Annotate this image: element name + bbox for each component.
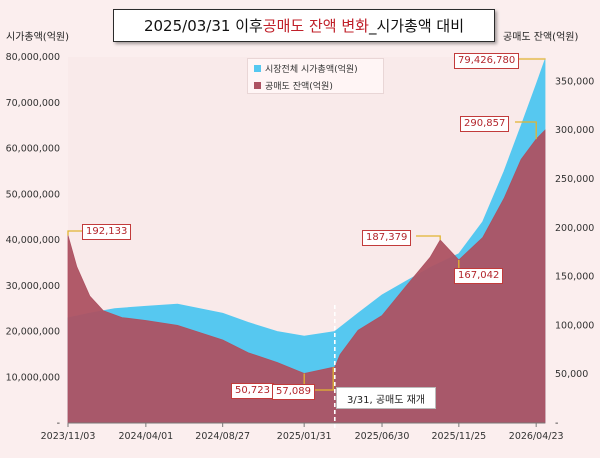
legend-label-market-cap: 시장전체 시가총액(억원) <box>265 65 358 75</box>
right-tick-label: 300,000 <box>555 125 594 136</box>
right-tick-label: - <box>555 418 558 429</box>
callout-187379: 187,379 <box>362 230 412 246</box>
chart-title: 2025/03/31 이후 공매도 잔액 변화 _시가총액 대비 <box>113 9 495 42</box>
callout-leader-line <box>314 367 334 391</box>
callout-leader-line <box>67 230 82 236</box>
right-tick-label: 50,000 <box>555 369 588 380</box>
title-suffix: _시가총액 대비 <box>368 17 465 35</box>
callout-192133: 192,133 <box>82 224 132 240</box>
event-note: 3/31, 공매도 재개 <box>336 387 436 409</box>
right-tick-label: 150,000 <box>555 272 594 283</box>
callout-57089: 57,089 <box>272 384 315 400</box>
callout-79426780: 79,426,780 <box>454 53 520 69</box>
legend-swatch-market-cap <box>254 65 261 72</box>
legend-item-market-cap: 시장전체 시가총액(억원) <box>248 61 383 76</box>
callout-leader-line <box>416 235 441 241</box>
left-tick-label: 60,000,000 <box>6 144 60 155</box>
title-highlight: 공매도 잔액 변화 <box>262 17 369 35</box>
legend-item-short-balance: 공매도 잔액(억원) <box>248 78 383 93</box>
x-tick-label: 2025/01/31 <box>277 431 332 442</box>
x-tick-label: 2026/04/23 <box>509 431 564 442</box>
x-tick-label: 2024/04/01 <box>118 431 173 442</box>
left-tick-label: - <box>57 418 60 429</box>
left-tick-label: 40,000,000 <box>6 235 60 246</box>
x-tick-label: 2024/08/27 <box>195 431 250 442</box>
left-tick-label: 70,000,000 <box>6 98 60 109</box>
callout-50723: 50,723 <box>231 383 274 399</box>
callout-leader-line <box>517 58 546 60</box>
series-area-short-balance <box>67 129 546 424</box>
x-tick-label: 2025/11/25 <box>431 431 486 442</box>
callout-leader-line <box>515 121 537 140</box>
left-axis-label: 시가총액(억원) <box>6 32 70 43</box>
legend: 시장전체 시가총액(억원) 공매도 잔액(억원) <box>247 58 384 94</box>
callout-290857: 290,857 <box>460 116 510 132</box>
callout-167042: 167,042 <box>454 268 504 284</box>
title-prefix: 2025/03/31 이후 <box>143 17 263 35</box>
left-tick-label: 30,000,000 <box>6 281 60 292</box>
right-tick-label: 100,000 <box>555 320 594 331</box>
left-tick-label: 50,000,000 <box>6 189 60 200</box>
right-tick-label: 250,000 <box>555 174 594 185</box>
left-tick-label: 10,000,000 <box>6 372 60 383</box>
legend-swatch-short-balance <box>254 82 261 89</box>
legend-label-short-balance: 공매도 잔액(억원) <box>265 82 333 92</box>
right-axis-label: 공매도 잔액(억원) <box>503 32 579 43</box>
x-tick-label: 2023/11/03 <box>41 431 96 442</box>
left-tick-label: 80,000,000 <box>6 52 60 63</box>
right-tick-label: 350,000 <box>555 76 594 87</box>
left-tick-label: 20,000,000 <box>6 327 60 338</box>
x-tick-label: 2025/06/30 <box>355 431 410 442</box>
right-tick-label: 200,000 <box>555 223 594 234</box>
